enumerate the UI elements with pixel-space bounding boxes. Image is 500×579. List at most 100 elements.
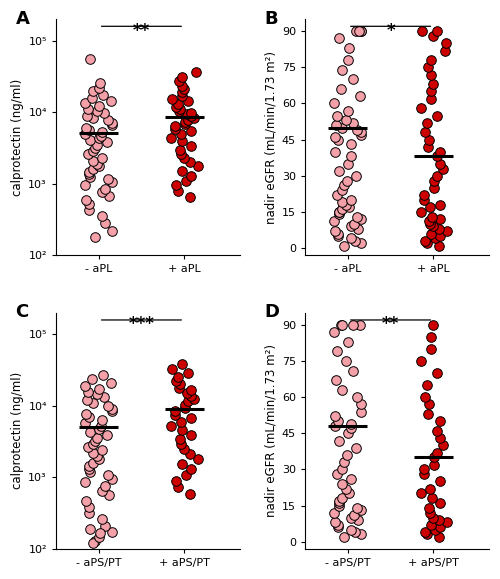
Point <box>436 159 444 168</box>
Point <box>356 91 364 101</box>
Point <box>108 527 116 537</box>
Point <box>82 418 90 427</box>
Point <box>91 536 99 545</box>
Point <box>336 210 344 219</box>
Point <box>178 459 186 468</box>
Point <box>356 320 364 329</box>
Point <box>336 501 344 510</box>
Point <box>89 398 97 408</box>
Point <box>350 511 358 520</box>
Point <box>108 178 116 187</box>
Point <box>88 375 96 384</box>
Point <box>416 489 424 498</box>
Point <box>340 241 348 250</box>
Point <box>345 43 353 53</box>
Point <box>344 489 352 498</box>
Point <box>422 236 430 245</box>
Point <box>178 81 186 90</box>
Point <box>332 376 340 385</box>
Point <box>433 368 441 378</box>
Point <box>187 141 195 151</box>
Point <box>358 214 366 223</box>
Point <box>88 146 96 155</box>
Text: ***: *** <box>128 315 154 334</box>
Point <box>89 164 97 174</box>
Point <box>430 31 438 41</box>
Point <box>186 449 194 458</box>
Point <box>174 372 182 382</box>
Point <box>98 131 106 140</box>
Point <box>80 181 88 190</box>
Point <box>86 172 94 181</box>
Point <box>92 159 100 168</box>
Point <box>428 212 436 221</box>
Point <box>168 422 175 431</box>
Point <box>82 195 90 204</box>
Point <box>177 439 185 449</box>
Point <box>187 127 195 136</box>
Point <box>435 532 443 541</box>
Point <box>172 181 180 190</box>
Point <box>344 56 352 65</box>
Text: A: A <box>16 10 30 28</box>
Point <box>338 385 346 394</box>
Point <box>88 156 96 166</box>
Point <box>104 401 112 411</box>
Point <box>338 320 346 329</box>
Point <box>348 75 356 84</box>
Point <box>433 27 441 36</box>
Point <box>427 229 435 238</box>
Point <box>330 147 338 156</box>
Point <box>186 464 194 474</box>
Point <box>428 87 436 96</box>
Point <box>184 115 192 124</box>
Point <box>430 453 438 462</box>
Text: **: ** <box>382 315 399 334</box>
Text: D: D <box>264 303 280 321</box>
Point <box>186 111 194 120</box>
Point <box>428 494 436 503</box>
Point <box>84 502 92 511</box>
Point <box>354 212 362 221</box>
Point <box>344 337 351 346</box>
Point <box>172 476 180 485</box>
Point <box>82 129 90 138</box>
Point <box>431 234 439 243</box>
Point <box>100 371 108 380</box>
Point <box>96 533 104 542</box>
Point <box>420 470 428 479</box>
Point <box>96 162 104 171</box>
Point <box>177 130 185 139</box>
Point <box>435 241 443 250</box>
Point <box>426 508 434 518</box>
Point <box>436 200 444 209</box>
Point <box>178 91 186 100</box>
Point <box>342 357 350 366</box>
Point <box>80 478 88 487</box>
Point <box>440 441 448 450</box>
Point <box>347 513 355 522</box>
Point <box>104 175 112 184</box>
Point <box>353 125 361 134</box>
Point <box>108 406 116 416</box>
Point <box>174 482 182 492</box>
Point <box>347 195 355 204</box>
Point <box>171 124 179 133</box>
Point <box>98 421 106 430</box>
Point <box>84 442 92 452</box>
Point <box>85 125 93 134</box>
Point <box>354 503 362 512</box>
Point <box>420 195 428 204</box>
Point <box>350 219 358 229</box>
Point <box>186 171 194 180</box>
Point <box>331 226 339 236</box>
Point <box>426 484 434 493</box>
Point <box>358 27 366 36</box>
Text: **: ** <box>133 21 150 39</box>
Point <box>186 391 194 401</box>
Point <box>340 457 348 467</box>
Point <box>84 104 92 113</box>
Point <box>352 443 360 452</box>
Y-axis label: nadir eGFR (mL/min/1.73 m²): nadir eGFR (mL/min/1.73 m²) <box>265 345 278 518</box>
Point <box>91 232 99 241</box>
